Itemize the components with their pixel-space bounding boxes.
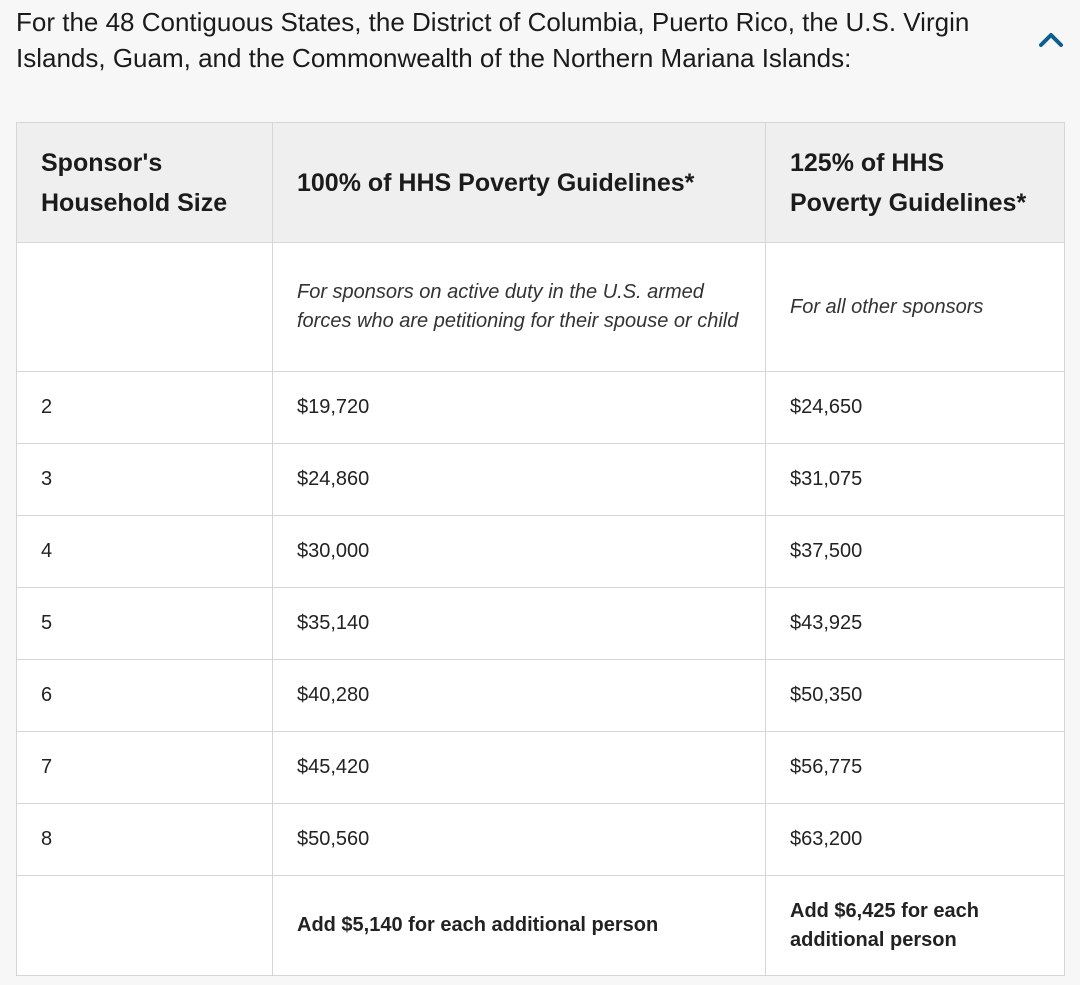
household-size-cell: 3 [16, 443, 273, 516]
description-125-percent: For all other sponsors [765, 242, 1065, 372]
amount-125-cell: $43,925 [765, 587, 1065, 660]
header-row: Sponsor's Household Size 100% of HHS Pov… [16, 122, 1065, 243]
description-100-percent: For sponsors on active duty in the U.S. … [272, 242, 766, 372]
household-size-cell: 7 [16, 731, 273, 804]
amount-100-cell: $50,560 [272, 803, 766, 876]
additional-cell-empty [16, 875, 273, 976]
additional-person-125-percent: Add $6,425 for each additional person [765, 875, 1065, 976]
household-size-cell: 8 [16, 803, 273, 876]
amount-125-cell: $24,650 [765, 371, 1065, 444]
amount-100-cell: $40,280 [272, 659, 766, 732]
additional-person-100-percent: Add $5,140 for each additional person [272, 875, 766, 976]
table-row: 7 $45,420 $56,775 [16, 731, 1065, 804]
amount-100-cell: $24,860 [272, 443, 766, 516]
chevron-up-icon [1039, 33, 1063, 47]
table-row: 5 $35,140 $43,925 [16, 587, 1065, 660]
poverty-guidelines-table: Sponsor's Household Size 100% of HHS Pov… [16, 122, 1065, 976]
amount-125-cell: $31,075 [765, 443, 1065, 516]
accordion-toggle[interactable] [1034, 22, 1068, 56]
amount-125-cell: $63,200 [765, 803, 1065, 876]
accordion-header[interactable]: For the 48 Contiguous States, the Distri… [16, 7, 970, 73]
table-row: 2 $19,720 $24,650 [16, 371, 1065, 444]
household-size-cell: 6 [16, 659, 273, 732]
amount-100-cell: $19,720 [272, 371, 766, 444]
amount-125-cell: $56,775 [765, 731, 1065, 804]
household-size-cell: 5 [16, 587, 273, 660]
description-cell-empty [16, 242, 273, 372]
column-header-125-percent: 125% of HHS Poverty Guidelines* [765, 122, 1065, 243]
household-size-cell: 4 [16, 515, 273, 588]
amount-100-cell: $30,000 [272, 515, 766, 588]
description-row: For sponsors on active duty in the U.S. … [16, 242, 1065, 372]
amount-125-cell: $50,350 [765, 659, 1065, 732]
column-header-100-percent: 100% of HHS Poverty Guidelines* [272, 122, 766, 243]
table-row: 4 $30,000 $37,500 [16, 515, 1065, 588]
additional-person-row: Add $5,140 for each additional person Ad… [16, 875, 1065, 976]
amount-100-cell: $45,420 [272, 731, 766, 804]
amount-100-cell: $35,140 [272, 587, 766, 660]
table-row: 6 $40,280 $50,350 [16, 659, 1065, 732]
column-header-household-size: Sponsor's Household Size [16, 122, 273, 243]
amount-125-cell: $37,500 [765, 515, 1065, 588]
household-size-cell: 2 [16, 371, 273, 444]
table-row: 8 $50,560 $63,200 [16, 803, 1065, 876]
table-row: 3 $24,860 $31,075 [16, 443, 1065, 516]
